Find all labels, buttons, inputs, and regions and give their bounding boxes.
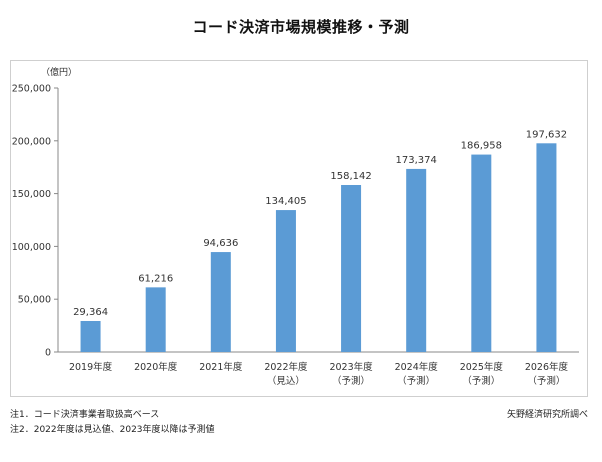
bar [406,168,427,352]
x-tick-sublabel: （見込） [267,375,305,387]
bar-chart: （億円） 0 50,000 100,000 150,000 200,000 250,000 2… [12,66,579,387]
y-axis-unit-label: （億円） [41,66,77,78]
page-title: コード決済市場規模推移・予測 [192,18,410,36]
bar-value-label: 61,216 [138,273,173,284]
y-tick-label: 0 [45,348,51,359]
bar-value-label: 94,636 [203,238,238,249]
x-tick-label: 2024年度 [395,361,439,373]
x-tick-label: 2020年度 [134,361,178,373]
bar [145,287,166,352]
bar-value-label: 186,958 [461,141,502,152]
x-tick-sublabel: （予測） [397,375,435,387]
y-tick-label: 200,000 [12,136,51,147]
bar [471,154,492,352]
y-tick-label: 250,000 [12,84,51,95]
footnote-1: 注1．コード決済事業者取扱高ベース [10,410,160,420]
y-tick-label: 50,000 [18,295,51,306]
bar [536,143,557,352]
y-tick-label: 100,000 [12,242,51,253]
x-tick-label: 2019年度 [69,361,113,373]
bar [341,185,362,352]
bar-value-label: 134,405 [265,196,306,207]
bar [80,320,101,352]
x-tick-sublabel: （予測） [332,375,370,387]
source-credit: 矢野経済研究所調べ [506,410,588,420]
chart-frame: （億円） 0 50,000 100,000 150,000 200,000 250,000 2… [10,60,588,397]
bar-value-label: 29,364 [73,307,108,318]
bar [210,252,231,352]
bar-value-label: 173,374 [396,155,437,166]
footnote-2: 注2．2022年度は見込値、2023年度以降は予測値 [10,425,215,435]
bar [275,210,296,352]
x-tick-label: 2025年度 [460,361,504,373]
x-tick-sublabel: （予測） [527,375,565,387]
x-tick-label: 2026年度 [525,361,569,373]
bar-value-label: 158,142 [330,171,371,182]
x-tick-label: 2023年度 [329,361,373,373]
bar-value-label: 197,632 [526,129,567,140]
y-tick-label: 150,000 [12,189,51,200]
x-tick-label: 2021年度 [199,361,243,373]
x-tick-sublabel: （予測） [462,375,500,387]
x-tick-label: 2022年度 [264,361,308,373]
